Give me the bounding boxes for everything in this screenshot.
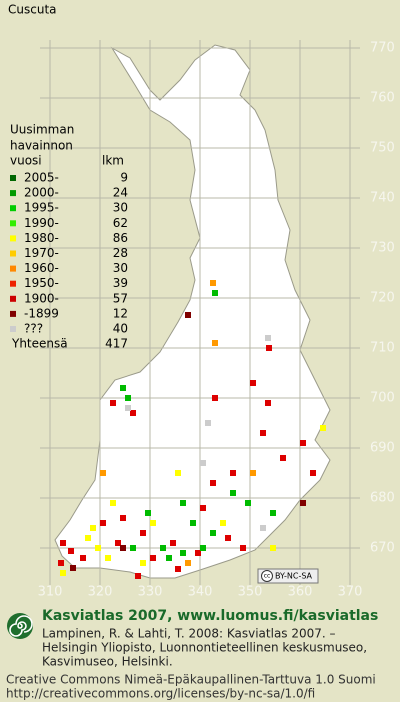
- legend-count: 28: [113, 246, 128, 260]
- x-grid-label: 310: [38, 585, 63, 600]
- legend-count: 39: [113, 276, 128, 290]
- legend-swatch: [10, 175, 16, 181]
- badge-text: BY-NC-SA: [275, 572, 313, 581]
- legend-label: -1899: [24, 306, 59, 320]
- legend-label: 1980-: [24, 231, 59, 245]
- squares-yellow: [60, 425, 326, 576]
- legend-label: ???: [24, 322, 43, 336]
- legend-swatch: [10, 265, 16, 272]
- legend-label: 2005-: [24, 171, 59, 185]
- legend-label: 1995-: [24, 201, 59, 215]
- legend-label: 1950-: [24, 276, 59, 290]
- legend-count: 40: [113, 322, 128, 336]
- legend-total-label: Yhteensä: [11, 337, 68, 351]
- x-grid-label: 320: [88, 585, 113, 600]
- x-grid-label: 330: [138, 585, 163, 600]
- legend-label: 1900-: [24, 291, 59, 305]
- legend-count: 57: [113, 291, 128, 305]
- x-grid-label: 350: [238, 585, 263, 600]
- citation-line: Lampinen, R. & Lahti, T. 2008: Kasviatla…: [42, 627, 336, 641]
- y-grid-label: 670: [370, 541, 395, 556]
- legend-count: 24: [113, 186, 128, 200]
- legend-count: 30: [113, 261, 128, 275]
- squares-red: [58, 345, 316, 579]
- legend-count-heading: lkm: [102, 154, 124, 168]
- legend-count: 30: [113, 201, 128, 215]
- x-grid-label: 360: [288, 585, 313, 600]
- legend-swatch: [10, 220, 16, 227]
- y-grid-label: 730: [370, 241, 395, 256]
- logo-spiral: [9, 615, 33, 637]
- y-grid-label: 750: [370, 141, 395, 156]
- license-badge: cc BY-NC-SA: [257, 568, 319, 584]
- badge-cc: cc: [264, 573, 271, 580]
- x-grid-label: 370: [338, 585, 363, 600]
- legend-swatch: [10, 326, 16, 332]
- x-grid-label: 340: [188, 585, 213, 600]
- y-grid-label: 680: [370, 491, 395, 506]
- y-grid-label: 740: [370, 191, 395, 206]
- occurrence-squares: [58, 280, 326, 579]
- legend-label: 1960-: [24, 261, 59, 275]
- legend-swatch: [10, 310, 16, 317]
- y-grid-label: 770: [370, 41, 395, 56]
- legend-swatch: [10, 235, 16, 242]
- legend-count: 62: [113, 216, 128, 230]
- legend-label: 1990-: [24, 216, 59, 230]
- license-line: http://creativecommons.org/licenses/by-n…: [6, 687, 315, 701]
- citation-line: Kasvimuseo, Helsinki.: [42, 655, 173, 669]
- legend-swatch: [10, 280, 16, 287]
- legend-count: 12: [113, 306, 128, 320]
- legend: 2005- 9 2000- 24 1995- 30 1990- 62 1980- 86 1970- 2…: [10, 171, 128, 336]
- legend-swatch: [10, 190, 16, 197]
- map-title: Cuscuta: [8, 3, 57, 17]
- legend-heading: vuosi: [10, 154, 42, 168]
- citation-line: Helsingin Yliopisto, Luonnontieteellinen…: [42, 641, 367, 655]
- country-outline: [54, 44, 331, 579]
- legend-label: 1970-: [24, 246, 59, 260]
- legend-count: 9: [120, 171, 128, 185]
- legend-swatch: [10, 295, 16, 302]
- logo: [7, 613, 33, 639]
- y-grid-label: 710: [370, 341, 395, 356]
- grid: [40, 40, 360, 585]
- y-grid-label: 720: [370, 291, 395, 306]
- y-grid-label: 690: [370, 441, 395, 456]
- legend-heading: Uusimman: [10, 123, 74, 137]
- legend-count: 86: [113, 231, 128, 245]
- legend-heading: havainnon: [10, 139, 73, 153]
- y-grid-label: 700: [370, 391, 395, 406]
- footer-title: Kasviatlas 2007, www.luomus.fi/kasviatla…: [42, 608, 378, 624]
- y-grid-label: 760: [370, 91, 395, 106]
- logo-disc: [7, 613, 33, 639]
- badge-frame: [257, 568, 319, 584]
- license-line: Creative Commons Nimeä-Epäkaupallinen-Ta…: [6, 673, 376, 687]
- legend-swatch: [10, 250, 16, 257]
- legend-swatch: [10, 205, 16, 212]
- legend-label: 2000-: [24, 186, 59, 200]
- badge-icon: [261, 570, 273, 582]
- legend-total-count: 417: [105, 337, 128, 351]
